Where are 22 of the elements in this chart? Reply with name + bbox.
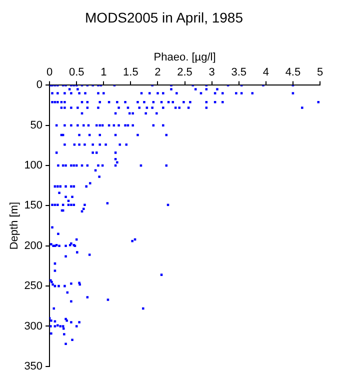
x-tick-label: 1.5	[123, 66, 138, 79]
y-tick-label: 100	[24, 160, 43, 172]
y-tick-label: 0	[36, 79, 43, 92]
x-tick-label: 0	[46, 66, 53, 79]
y-axis-title: Depth [m]	[8, 202, 21, 250]
x-tick-label: 4	[262, 66, 269, 79]
y-tick-label: 300	[24, 320, 43, 332]
x-tick-label: 1	[100, 66, 107, 79]
y-tick-label: 50	[30, 119, 43, 132]
y-tick-label: 250	[24, 280, 43, 292]
chart-title: MODS2005 in April, 1985	[85, 9, 244, 26]
y-tick-label: 150	[24, 200, 43, 212]
x-tick-label: 0.5	[68, 66, 84, 79]
x-tick-label: 2	[154, 66, 161, 79]
x-tick-label: 5	[316, 66, 324, 79]
x-axis-title: Phaeo. [µg/l]	[154, 51, 216, 64]
y-tick-label: 200	[24, 240, 43, 252]
y-tick-label: 350	[24, 360, 43, 372]
x-tick-label: 3	[208, 66, 215, 79]
x-tick-label: 4.5	[285, 66, 301, 79]
x-tick-label: 2.5	[177, 66, 192, 79]
x-tick-label: 3.5	[231, 66, 247, 79]
